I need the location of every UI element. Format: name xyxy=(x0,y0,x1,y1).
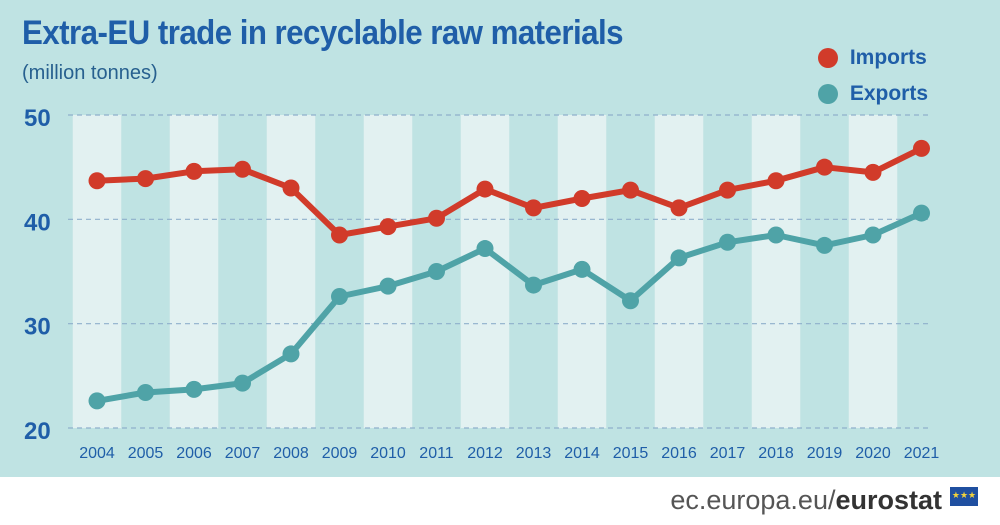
chart-subtitle: (million tonnes) xyxy=(22,62,158,84)
data-point-exports-2016 xyxy=(670,249,688,267)
data-point-exports-2017 xyxy=(719,233,736,251)
data-point-exports-2010 xyxy=(379,277,397,295)
series-points xyxy=(88,139,930,410)
data-point-imports-2021 xyxy=(913,139,930,157)
line-chart: 20 30 40 50 2004 2005 2006 2007 2008 2009 2010 201… xyxy=(24,105,939,462)
x-tick-label-2004: 2004 xyxy=(79,445,115,462)
x-tick-label-2013: 2013 xyxy=(516,445,552,462)
data-point-imports-2004 xyxy=(88,172,106,190)
y-axis-ticks: 20 30 40 50 xyxy=(24,105,51,445)
legend-marker-imports xyxy=(817,48,838,68)
y-tick-label-20: 20 xyxy=(24,418,51,445)
x-tick-label-2021: 2021 xyxy=(904,445,940,462)
legend-label-imports: Imports xyxy=(849,46,927,69)
data-point-imports-2008 xyxy=(282,179,300,197)
data-point-imports-2019 xyxy=(816,158,833,176)
source-prefix: ec.europa.eu/ xyxy=(670,485,836,515)
x-tick-label-2019: 2019 xyxy=(807,445,843,462)
data-point-imports-2017 xyxy=(719,181,736,199)
x-tick-label-2008: 2008 xyxy=(273,445,309,462)
x-tick-label-2006: 2006 xyxy=(176,445,212,462)
legend-item-imports: Imports xyxy=(817,40,928,76)
data-point-imports-2010 xyxy=(379,218,397,236)
data-point-exports-2014 xyxy=(573,260,591,278)
data-point-imports-2013 xyxy=(525,199,542,217)
eu-flag-icon: ★★★ xyxy=(950,487,978,506)
data-point-exports-2012 xyxy=(476,240,494,258)
y-tick-label-40: 40 xyxy=(24,209,51,236)
data-point-imports-2018 xyxy=(767,172,785,190)
data-point-exports-2006 xyxy=(185,380,203,398)
x-tick-label-2010: 2010 xyxy=(370,445,406,462)
data-point-imports-2014 xyxy=(573,189,591,207)
data-point-imports-2020 xyxy=(864,163,882,181)
year-band-2008 xyxy=(266,115,316,428)
data-point-exports-2020 xyxy=(864,226,882,244)
data-point-exports-2019 xyxy=(816,236,833,254)
data-point-imports-2015 xyxy=(622,181,639,199)
x-tick-label-2014: 2014 xyxy=(564,445,600,462)
alternating-year-bands xyxy=(72,115,898,428)
data-point-exports-2004 xyxy=(88,392,106,410)
data-point-exports-2015 xyxy=(622,292,639,310)
data-point-imports-2011 xyxy=(428,209,445,227)
x-tick-label-2018: 2018 xyxy=(758,445,794,462)
legend-item-exports: Exports xyxy=(817,76,928,112)
y-tick-label-30: 30 xyxy=(24,314,51,341)
x-tick-label-2016: 2016 xyxy=(661,445,697,462)
year-band-2004 xyxy=(72,115,122,428)
data-point-exports-2011 xyxy=(428,263,445,280)
data-point-exports-2021 xyxy=(913,204,930,222)
x-tick-label-2007: 2007 xyxy=(225,445,261,462)
chart-title: Extra-EU trade in recyclable raw materia… xyxy=(22,14,624,52)
data-point-exports-2008 xyxy=(282,345,300,363)
legend-label-exports: Exports xyxy=(849,82,928,105)
data-point-exports-2009 xyxy=(331,288,348,306)
data-point-exports-2005 xyxy=(137,384,154,402)
data-point-exports-2018 xyxy=(767,226,785,244)
x-tick-label-2015: 2015 xyxy=(613,445,649,462)
x-tick-label-2009: 2009 xyxy=(322,445,358,462)
x-tick-label-2017: 2017 xyxy=(710,445,746,462)
x-tick-label-2005: 2005 xyxy=(128,445,164,462)
legend: Imports Exports xyxy=(817,40,928,112)
source-link[interactable]: ec.europa.eu/eurostat xyxy=(670,485,942,516)
data-point-imports-2005 xyxy=(137,170,154,188)
y-tick-label-50: 50 xyxy=(24,105,51,132)
eu-flag-stars: ★★★ xyxy=(951,491,977,501)
data-point-exports-2007 xyxy=(234,374,251,392)
x-axis-ticks: 2004 2005 2006 2007 2008 2009 2010 2011 2012 2013… xyxy=(79,445,939,462)
year-band-2010 xyxy=(363,115,413,428)
legend-marker-exports xyxy=(817,84,838,104)
x-tick-label-2012: 2012 xyxy=(467,445,503,462)
footer: ec.europa.eu/eurostat ★★★ xyxy=(0,477,1000,525)
x-tick-label-2011: 2011 xyxy=(419,445,454,462)
source-brand: eurostat xyxy=(835,485,942,515)
data-point-imports-2006 xyxy=(185,162,203,180)
year-band-2018 xyxy=(751,115,801,428)
data-point-imports-2012 xyxy=(476,180,494,198)
year-band-2012 xyxy=(460,115,510,428)
data-point-exports-2013 xyxy=(525,276,542,294)
data-point-imports-2007 xyxy=(234,160,251,178)
data-point-imports-2009 xyxy=(331,226,348,244)
x-tick-label-2020: 2020 xyxy=(855,445,891,462)
data-point-imports-2016 xyxy=(670,199,688,217)
